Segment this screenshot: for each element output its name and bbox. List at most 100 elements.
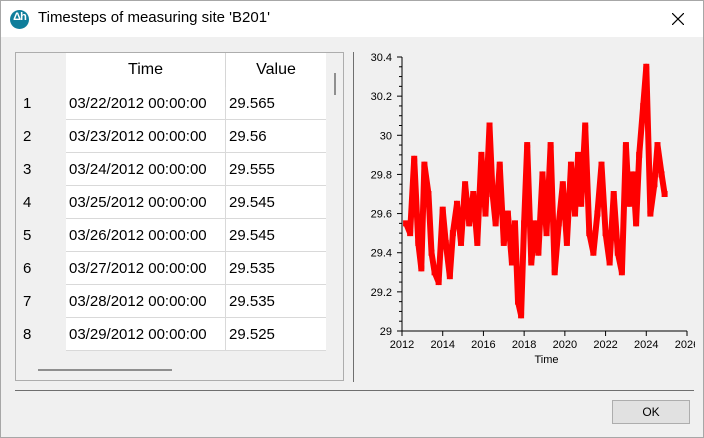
data-point — [622, 142, 629, 149]
data-point — [466, 220, 473, 227]
footer-divider — [15, 390, 694, 391]
x-tick-label: 2014 — [430, 339, 454, 351]
data-point — [407, 230, 414, 237]
x-tick-label: 2024 — [634, 339, 658, 351]
y-tick-label: 29.6 — [371, 209, 392, 221]
data-point — [521, 220, 528, 227]
data-point — [418, 265, 425, 272]
ok-button[interactable]: OK — [612, 400, 690, 424]
data-point — [547, 142, 554, 149]
data-point — [431, 269, 438, 276]
value-cell[interactable]: 29.545 — [226, 219, 326, 252]
value-cell[interactable]: 29.525 — [226, 318, 326, 351]
data-point — [539, 171, 546, 178]
data-point — [486, 122, 493, 129]
data-point — [478, 151, 485, 158]
data-point — [630, 171, 637, 178]
data-point — [411, 155, 418, 162]
data-point — [496, 161, 503, 168]
data-point — [582, 122, 589, 129]
value-cell[interactable]: 29.545 — [226, 186, 326, 219]
y-tick-label: 29.2 — [371, 287, 392, 299]
value-cell[interactable]: 29.535 — [226, 285, 326, 318]
data-point — [453, 200, 460, 207]
timesteps-table[interactable]: Time Value 1 03/22/2012 00:00:00 29.565 2 03… — [15, 52, 344, 381]
data-point — [532, 220, 539, 227]
column-header-time[interactable]: Time — [66, 53, 226, 87]
data-point — [586, 230, 593, 237]
x-tick-label: 2012 — [390, 339, 414, 351]
data-point — [449, 230, 456, 237]
data-point — [442, 239, 449, 246]
data-point — [602, 230, 609, 237]
time-cell[interactable]: 03/27/2012 00:00:00 — [66, 252, 226, 285]
row-number: 6 — [23, 260, 32, 277]
data-point — [654, 142, 661, 149]
time-cell[interactable]: 03/25/2012 00:00:00 — [66, 186, 226, 219]
data-point — [636, 151, 643, 158]
row-number: 3 — [23, 161, 32, 178]
data-point — [446, 273, 453, 280]
close-button[interactable] — [659, 4, 697, 34]
row-number: 1 — [23, 95, 32, 112]
time-cell[interactable]: 03/23/2012 00:00:00 — [66, 120, 226, 153]
data-point — [511, 220, 518, 227]
data-point — [528, 259, 535, 266]
y-tick-label: 29 — [380, 326, 392, 338]
x-tick-label: 2020 — [553, 339, 577, 351]
column-header-value[interactable]: Value — [226, 53, 326, 87]
data-point — [614, 249, 621, 256]
row-number: 8 — [23, 326, 32, 343]
data-point — [598, 161, 605, 168]
data-point — [524, 142, 531, 149]
time-cell[interactable]: 03/22/2012 00:00:00 — [66, 87, 226, 120]
data-point — [559, 181, 566, 188]
time-cell[interactable]: 03/24/2012 00:00:00 — [66, 153, 226, 186]
data-point — [474, 239, 481, 246]
chart-svg: 29 29.2 29.4 29.6 29.8 30 30.2 30.4 2012 2014 2016… — [371, 52, 700, 366]
data-point — [563, 239, 570, 246]
value-cell[interactable]: 29.535 — [226, 252, 326, 285]
x-tick-label: 2016 — [471, 339, 495, 351]
data-point — [575, 151, 582, 158]
data-point — [567, 161, 574, 168]
data-point — [489, 191, 496, 197]
value-cell[interactable]: 29.56 — [226, 120, 326, 153]
data-point — [425, 191, 432, 197]
data-point — [518, 312, 525, 319]
dialog-title: Timesteps of measuring site 'B201' — [38, 9, 270, 26]
data-point — [508, 259, 515, 266]
data-point — [633, 220, 640, 227]
title-bar: Δh Timesteps of measuring site 'B201' — [1, 1, 703, 37]
x-tick-label: 2018 — [512, 339, 536, 351]
data-point — [640, 102, 647, 109]
data-point — [543, 230, 550, 237]
data-point — [415, 239, 422, 246]
row-number: 4 — [23, 194, 32, 211]
data-point — [578, 200, 585, 207]
y-tick-label: 30 — [380, 130, 392, 142]
data-point — [606, 259, 613, 266]
data-point — [482, 210, 489, 217]
x-axis-label: Time — [534, 354, 558, 366]
data-point — [492, 220, 499, 227]
data-point — [590, 249, 597, 256]
data-point — [643, 63, 650, 70]
time-cell[interactable]: 03/29/2012 00:00:00 — [66, 318, 226, 351]
y-tick-label: 29.8 — [371, 169, 392, 181]
value-cell[interactable]: 29.565 — [226, 87, 326, 120]
data-point — [435, 279, 442, 286]
panel-splitter[interactable] — [353, 52, 354, 382]
data-point — [661, 191, 668, 197]
series-line — [403, 63, 668, 319]
data-point — [625, 200, 632, 207]
data-point — [551, 269, 558, 276]
horizontal-scrollbar[interactable] — [38, 369, 172, 371]
data-point — [421, 161, 428, 168]
value-cell[interactable]: 29.555 — [226, 153, 326, 186]
time-cell[interactable]: 03/28/2012 00:00:00 — [66, 285, 226, 318]
time-cell[interactable]: 03/26/2012 00:00:00 — [66, 219, 226, 252]
vertical-scrollbar[interactable] — [334, 73, 336, 95]
data-point — [470, 191, 477, 197]
